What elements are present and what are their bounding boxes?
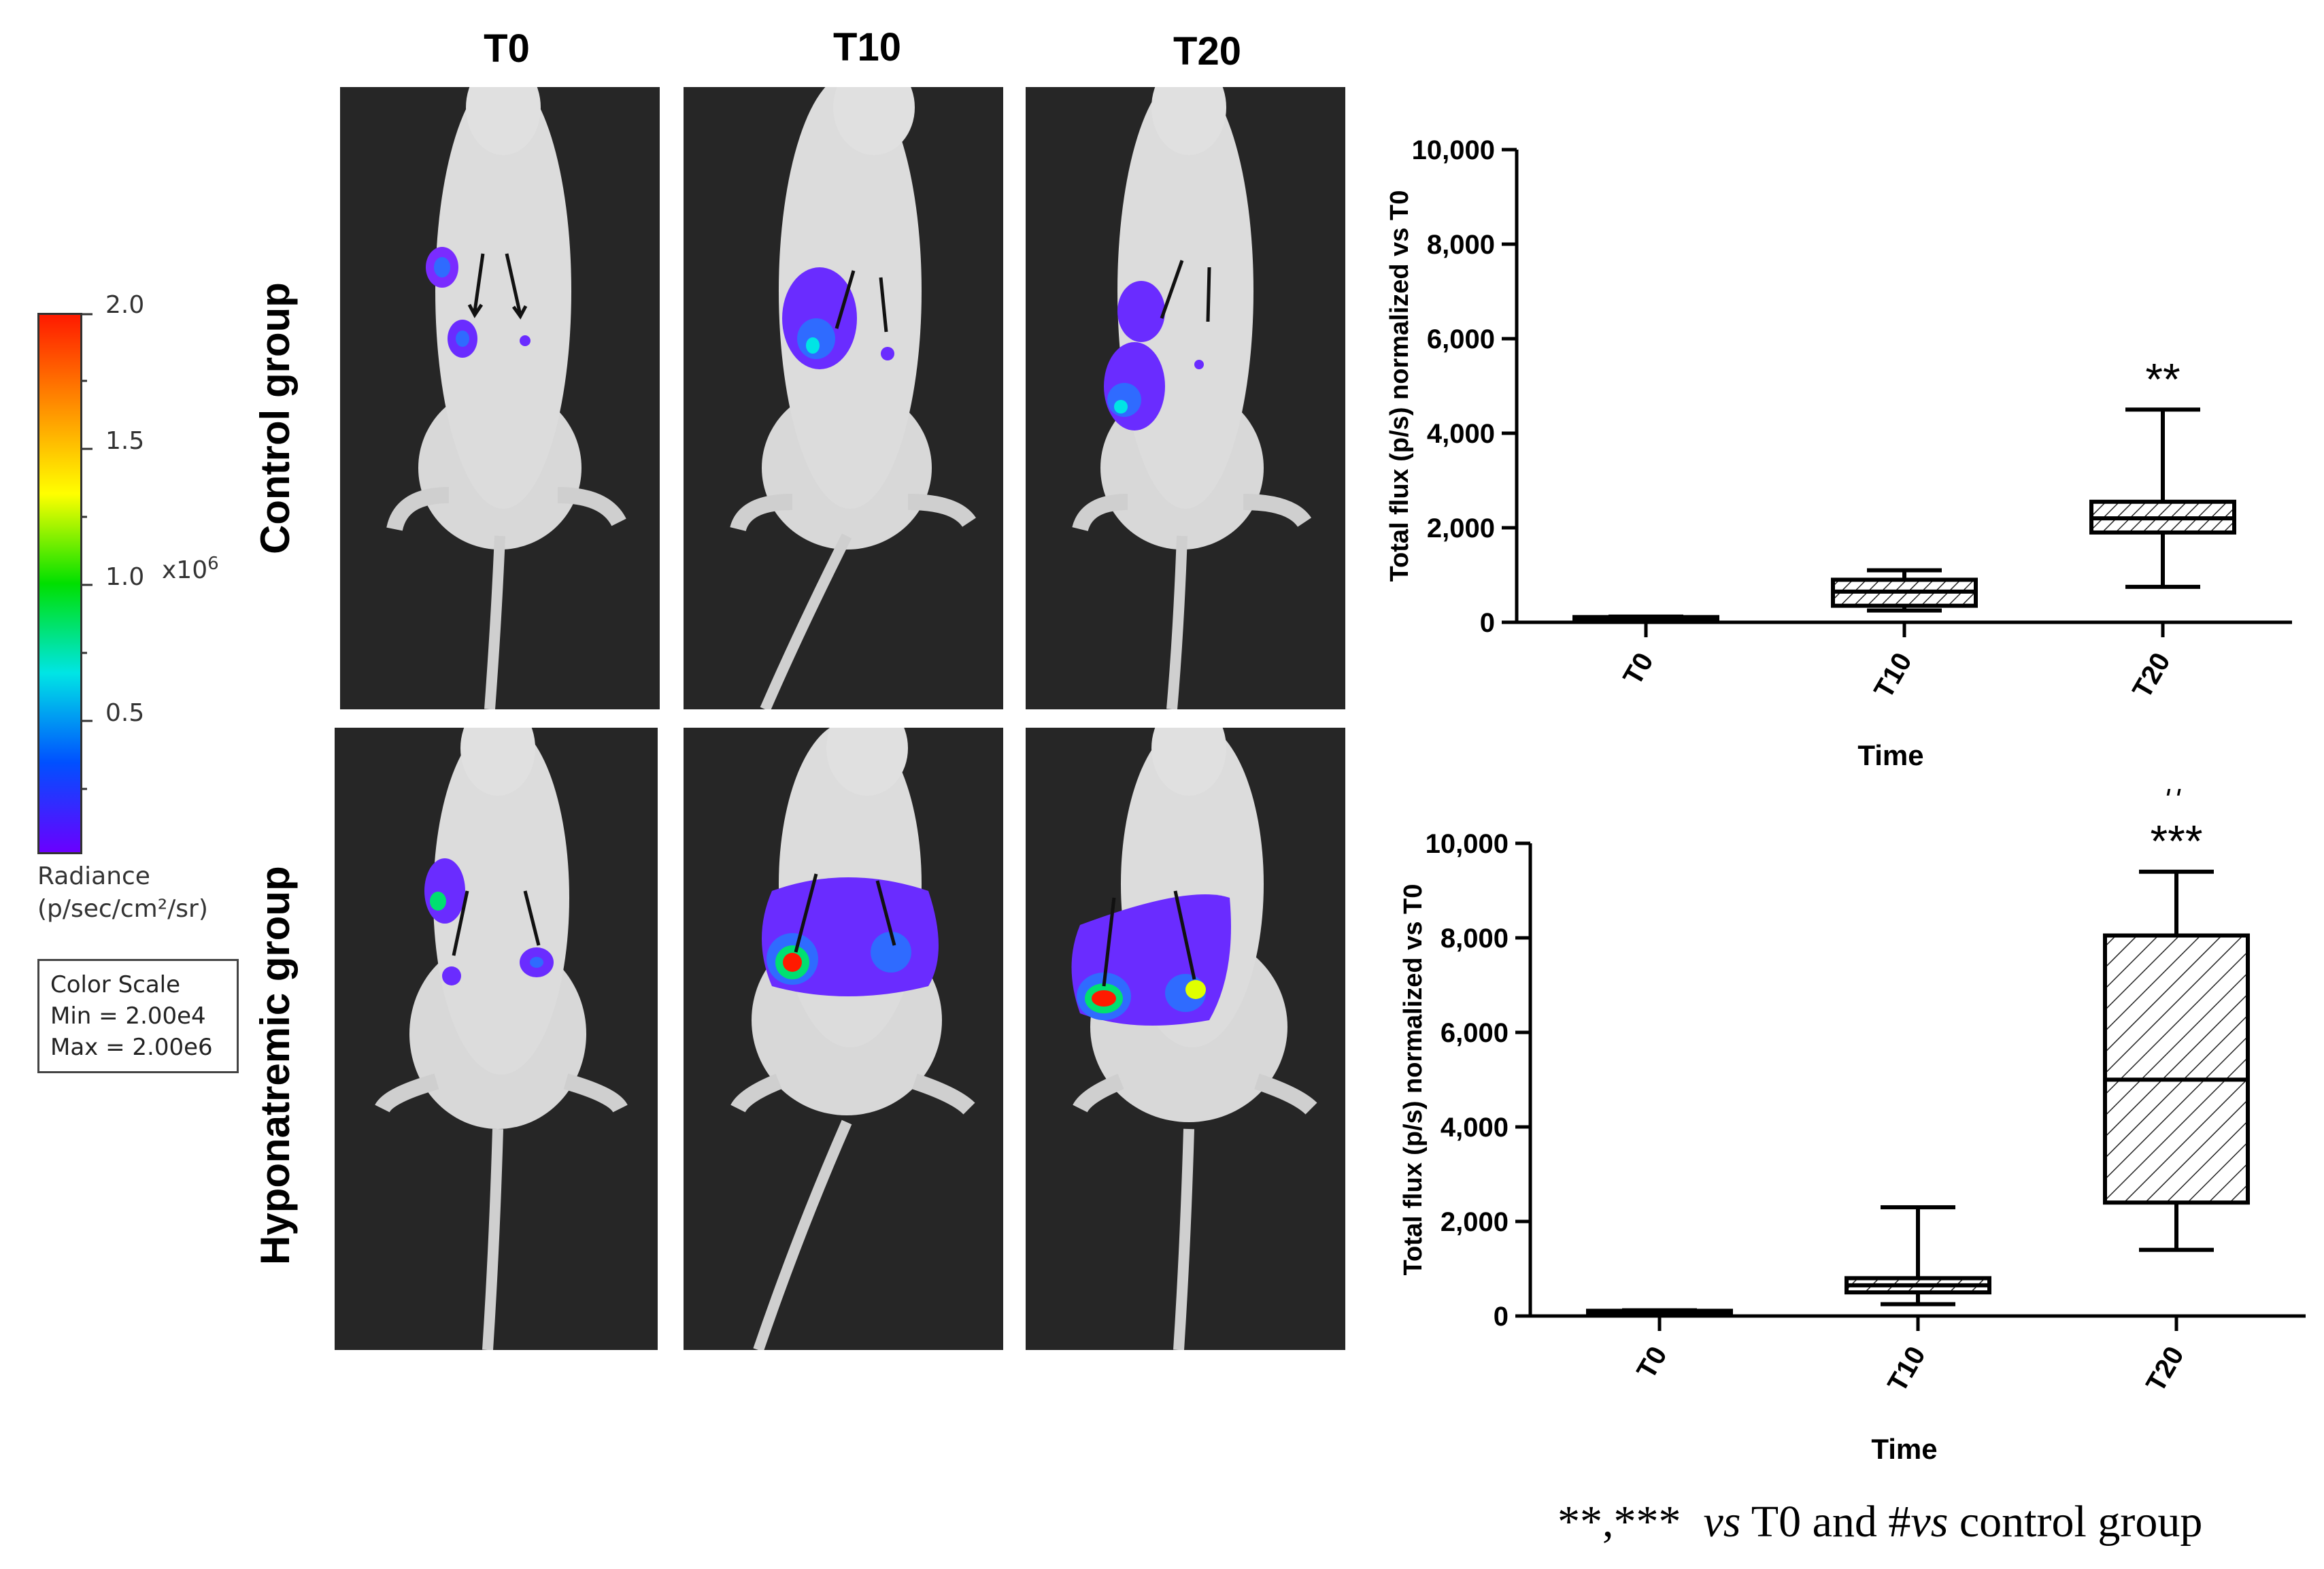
y-tick-label: 4,000 [1427,419,1495,449]
x-tick-label: T20 [2127,648,2176,704]
boxplot-hyponatremic-svg: 0 2,000 4,000 6,000 8,000 10,000 Total flux (p… [1399,755,2306,1465]
boxplot-control: 0 2,000 4,000 6,000 8,000 10,000 Total flux (p… [1381,95,2306,775]
column-heading-t0: T0 [484,27,530,71]
y-axis-label: Total flux (p/s) normalized vs T0 [1385,190,1414,582]
significance-annotation: ** [2145,354,2180,404]
radiance-unit: (p/sec/cm²/sr) [37,895,208,923]
y-tick-label: 2,000 [1427,513,1495,543]
scale-tick-1-0: 1.0 [105,563,145,591]
color-scale-bar [37,313,82,854]
scale-tick-0-5: 0.5 [105,699,145,727]
footnote-stars: **,*** [1557,1497,1681,1547]
column-heading-t10: T10 [833,25,901,69]
color-scale-box-title: Color Scale [50,971,181,998]
box-t20 [2103,933,2250,1205]
scale-multiplier: x106 [162,554,219,584]
column-heading-t20: T20 [1173,29,1241,73]
footnote-vs-2: vs [1910,1497,1949,1547]
image-hyponatremic-t10 [684,728,1003,1350]
y-tick-label: 6,000 [1441,1018,1509,1048]
x-tick-label: T0 [1617,648,1659,690]
color-scale-box: Color Scale Min = 2.00e4 Max = 2.00e6 [37,959,239,1073]
significance-annotation: # [2164,789,2189,805]
y-tick-label: 0 [1480,608,1495,638]
scale-tick-1-5: 1.5 [105,427,145,455]
footnote-mid: T0 and # [1751,1497,1911,1547]
radiance-label: Radiance [37,862,150,890]
x-axis-label: Time [1871,1433,1937,1465]
scale-tick-2-0: 2.0 [105,291,145,319]
color-scale-box-min: Min = 2.00e4 [50,1002,206,1030]
y-tick-label: 4,000 [1441,1113,1509,1143]
boxplot-hyponatremic: 0 2,000 4,000 6,000 8,000 10,000 Total flux (p… [1394,755,2319,1469]
x-tick-label: T0 [1631,1342,1672,1384]
y-tick-label: 8,000 [1427,230,1495,260]
y-tick-label: 10,000 [1426,829,1509,859]
y-axis-label: Total flux (p/s) normalized vs T0 [1399,884,1428,1276]
image-hyponatremic-t20 [1026,728,1345,1350]
significance-annotation: *** [2150,816,2202,866]
y-tick-label: 2,000 [1441,1207,1509,1237]
color-scale-ticks [80,313,94,850]
significance-footnote: **,*** vs T0 and #vs control group [1557,1496,2202,1548]
image-control-t20 [1026,87,1345,709]
image-hyponatremic-t0 [335,728,658,1350]
y-tick-label: 8,000 [1441,924,1509,954]
color-scale-box-max: Max = 2.00e6 [50,1034,213,1061]
row-heading-hyponatremic: Hyponatremic group [252,866,298,1265]
y-tick-label: 6,000 [1427,324,1495,354]
footnote-end: control group [1959,1497,2203,1547]
boxplot-control-svg: 0 2,000 4,000 6,000 8,000 10,000 Total flux (p… [1385,135,2292,771]
y-tick-label: 10,000 [1412,135,1495,165]
x-tick-label: T10 [1882,1342,1932,1398]
y-tick-label: 0 [1494,1302,1509,1332]
image-control-t0 [340,87,660,709]
x-tick-label: T10 [1868,648,1918,704]
footnote-vs-1: vs [1703,1497,1741,1547]
x-tick-label: T20 [2140,1342,2190,1398]
color-gradient [39,315,80,852]
x-axis-label: Time [1857,739,1923,771]
row-heading-control: Control group [252,282,298,554]
image-control-t10 [684,87,1003,709]
